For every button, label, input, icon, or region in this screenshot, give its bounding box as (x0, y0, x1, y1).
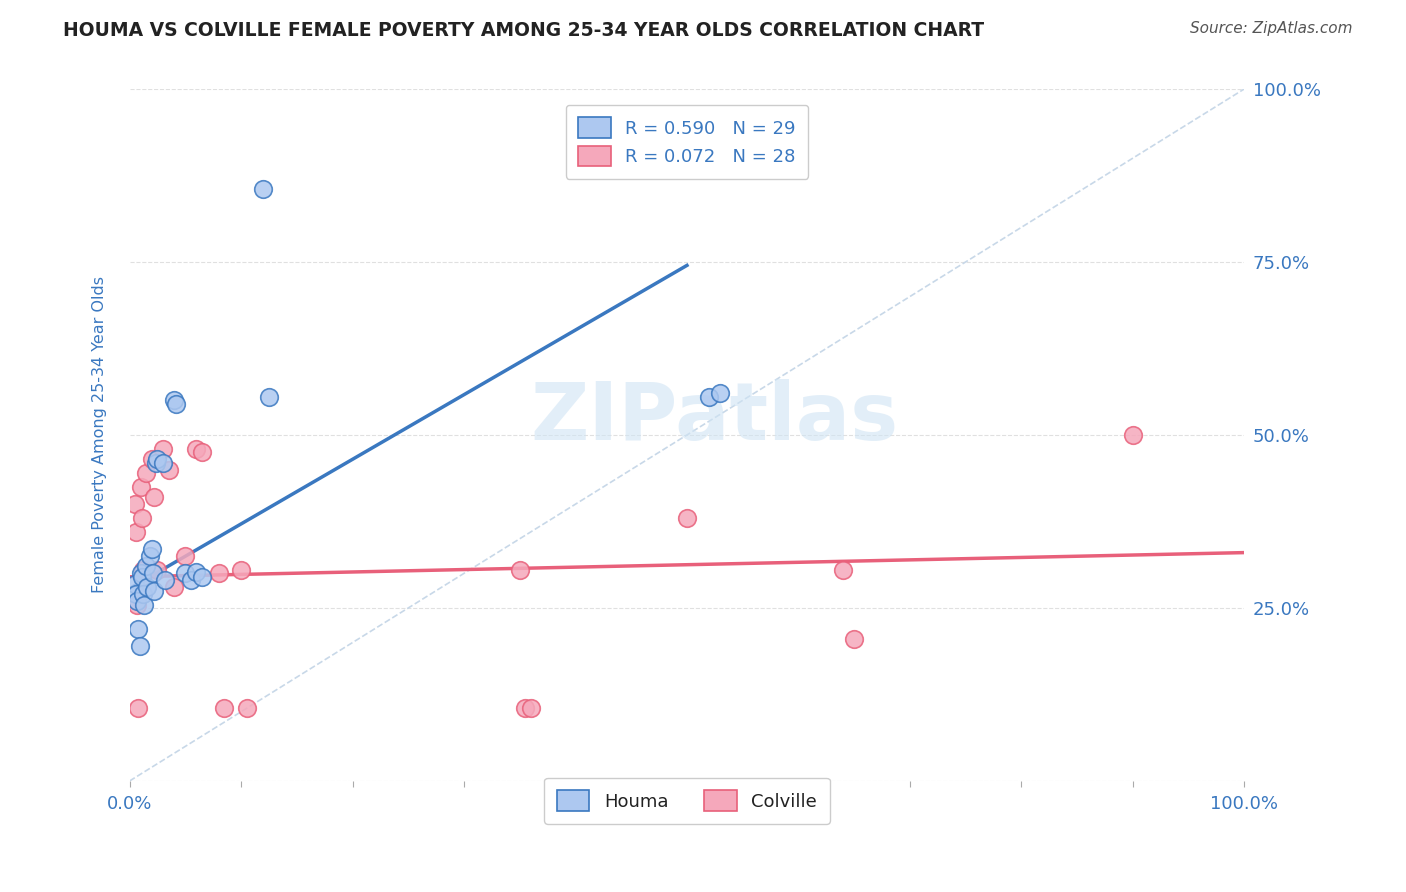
Point (142, 566, 165, 581)
Point (163, 580, 186, 594)
Point (125, 587, 148, 601)
Point (125, 524, 148, 539)
Point (132, 598, 155, 612)
Point (832, 563, 855, 577)
Point (186, 565, 208, 579)
Point (146, 452, 169, 467)
Point (229, 563, 252, 577)
Point (124, 497, 146, 511)
Point (143, 583, 166, 598)
Point (163, 393, 186, 408)
Point (127, 594, 149, 608)
Point (235, 701, 257, 715)
Point (129, 566, 152, 581)
Point (252, 182, 274, 196)
Point (174, 549, 197, 563)
Point (143, 490, 166, 504)
Point (131, 570, 153, 584)
Point (132, 563, 155, 577)
Point (129, 480, 152, 494)
Point (127, 622, 149, 636)
Point (132, 587, 155, 601)
Point (509, 563, 531, 577)
Point (135, 466, 157, 480)
Point (157, 462, 180, 476)
Point (128, 639, 150, 653)
Point (191, 570, 214, 584)
Point (124, 576, 146, 591)
Point (844, 632, 866, 646)
Text: ZIPatlas: ZIPatlas (530, 378, 898, 457)
Point (186, 442, 208, 456)
Point (141, 452, 163, 467)
Point (515, 701, 537, 715)
Text: Source: ZipAtlas.com: Source: ZipAtlas.com (1189, 21, 1353, 37)
Point (709, 386, 731, 401)
Point (676, 511, 699, 525)
Point (165, 397, 187, 411)
Point (152, 456, 174, 470)
Point (208, 566, 231, 581)
Point (257, 390, 280, 404)
Point (127, 701, 149, 715)
Point (135, 559, 157, 574)
Point (141, 542, 163, 557)
Point (155, 574, 177, 588)
Y-axis label: Female Poverty Among 25-34 Year Olds: Female Poverty Among 25-34 Year Olds (93, 277, 107, 593)
Point (180, 574, 202, 588)
Legend: Houma, Colville: Houma, Colville (544, 778, 830, 824)
Point (697, 390, 720, 404)
Point (146, 563, 169, 577)
Point (1122, 428, 1144, 442)
Point (145, 456, 167, 470)
Point (127, 598, 149, 612)
Point (174, 566, 197, 581)
Point (520, 701, 543, 715)
Point (131, 511, 153, 525)
Point (136, 580, 159, 594)
Point (138, 549, 160, 563)
Point (152, 442, 174, 456)
Text: HOUMA VS COLVILLE FEMALE POVERTY AMONG 25-34 YEAR OLDS CORRELATION CHART: HOUMA VS COLVILLE FEMALE POVERTY AMONG 2… (63, 21, 984, 40)
Point (191, 445, 214, 459)
Point (214, 701, 236, 715)
